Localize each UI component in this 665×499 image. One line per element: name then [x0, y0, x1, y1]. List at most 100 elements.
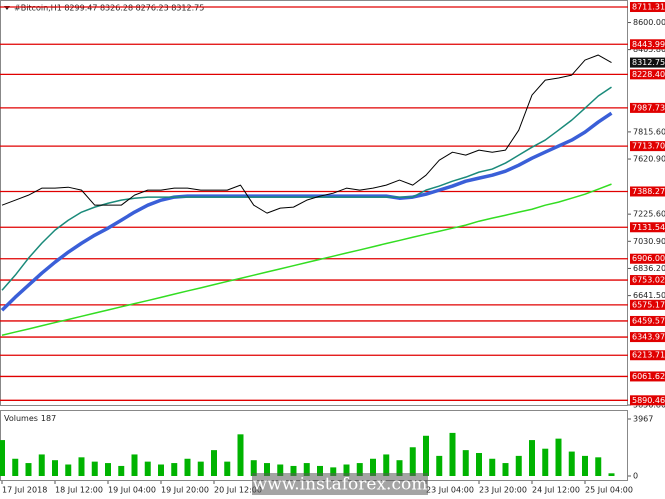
volume-bar	[515, 455, 522, 476]
volume-bar	[436, 455, 443, 476]
volume-bar	[184, 458, 191, 476]
level-label: 6061.62	[632, 372, 665, 381]
level-label: 8711.31	[632, 3, 665, 12]
level-label-box	[630, 350, 665, 361]
level-label: 6459.57	[632, 316, 665, 325]
level-label-box	[630, 102, 665, 113]
volume-bar	[476, 453, 482, 476]
level-label: 5890.46	[632, 396, 665, 405]
moving-average	[1, 86, 612, 291]
level-label-box	[630, 2, 665, 13]
volume-bar	[264, 463, 270, 476]
volume-bar	[144, 461, 151, 476]
level-label-box	[630, 395, 665, 406]
volume-bar	[462, 450, 469, 476]
level-label: 6343.97	[632, 333, 665, 342]
volume-bar	[224, 461, 231, 476]
level-label-box	[630, 39, 665, 50]
volume-bar	[237, 434, 244, 476]
level-label-box	[630, 186, 665, 197]
volume-bar	[370, 458, 376, 476]
volume-title-text: Volumes	[4, 414, 38, 423]
volume-bar	[131, 454, 138, 476]
volume-bar	[25, 463, 32, 476]
y-tick-label: 7620.90	[633, 155, 665, 164]
volume-bar	[343, 464, 350, 476]
x-tick-label: 19 Jul 20:00	[161, 486, 209, 495]
y-tick-label: 8600.00	[633, 18, 665, 27]
volume-bar	[12, 458, 19, 476]
volume-bar	[409, 447, 416, 476]
volume-bar	[568, 451, 575, 476]
level-label: 7131.54	[632, 223, 665, 232]
volume-bar	[582, 455, 588, 476]
volume-bar	[290, 465, 297, 476]
x-tick-label: 19 Jul 04:00	[108, 486, 156, 495]
volume-bar	[317, 465, 323, 476]
volume-bar	[330, 467, 337, 476]
volume-bar	[423, 435, 429, 476]
level-label: 8228.40	[632, 70, 665, 79]
level-label: 6213.71	[632, 351, 665, 360]
volume-bar	[396, 460, 403, 476]
level-label-box	[630, 315, 665, 326]
moving-average	[1, 183, 612, 336]
level-label-box	[630, 222, 665, 233]
level-label: 7388.27	[632, 187, 665, 196]
volume-bar	[158, 464, 164, 476]
current-price-label: 8312.75	[632, 58, 665, 67]
level-label: 8443.99	[632, 40, 665, 49]
volume-bar	[502, 463, 509, 476]
volume-bar	[529, 440, 535, 476]
x-tick-label: 17 Jul 2018	[2, 486, 47, 495]
volume-bar	[608, 473, 615, 476]
x-tick-label: 23 Jul 20:00	[479, 486, 527, 495]
volume-bar	[118, 465, 125, 476]
volume-bar	[303, 463, 310, 476]
x-tick-label: 25 Jul 04:00	[585, 486, 633, 495]
volume-bar	[105, 463, 111, 476]
y-tick-label: 3967	[633, 415, 653, 424]
level-label: 6906.00	[632, 254, 665, 263]
volume-bar	[52, 460, 58, 476]
watermark-box	[252, 473, 428, 495]
current-price-box	[630, 57, 665, 68]
level-label-box	[630, 141, 665, 152]
level-label-box	[630, 299, 665, 310]
level-label-box	[630, 69, 665, 80]
volume-bar	[0, 440, 5, 476]
volume-current: 187	[41, 414, 56, 423]
level-label: 7713.70	[632, 142, 665, 151]
level-label: 6575.17	[632, 300, 665, 309]
level-label-box	[630, 275, 665, 286]
level-label-box	[630, 253, 665, 264]
chart-title: #Bitcoin,H1 8299.47 8326.28 8276.23 8312…	[14, 4, 204, 13]
y-tick-label: 6836.20	[633, 264, 665, 273]
volume-bar	[489, 458, 496, 476]
y-tick-label: 0	[633, 472, 638, 481]
x-tick-label: 20 Jul 12:00	[214, 486, 262, 495]
x-tick-label: 24 Jul 12:00	[532, 486, 580, 495]
volume-bar	[595, 457, 602, 476]
volume-bar	[171, 463, 178, 476]
volume-bar	[277, 464, 284, 476]
price-line	[1, 54, 612, 214]
volume-bar	[38, 454, 45, 476]
volume-bar	[383, 454, 390, 476]
moving-average	[0, 111, 613, 312]
volume-bar	[211, 450, 217, 476]
price-panel-frame	[0, 0, 628, 406]
y-tick-label: 7225.60	[633, 210, 665, 219]
level-label: 7987.73	[632, 103, 665, 112]
y-tick-label: 7815.60	[633, 127, 665, 136]
volume-bar	[250, 460, 257, 476]
volume-bar	[91, 461, 98, 476]
y-tick-label: 8405.80	[633, 45, 665, 54]
volume-bar	[65, 464, 72, 476]
volume-bar	[449, 432, 456, 476]
volume-bar	[542, 448, 549, 476]
y-tick-label: 6641.50	[633, 291, 665, 300]
level-label-box	[630, 371, 665, 382]
